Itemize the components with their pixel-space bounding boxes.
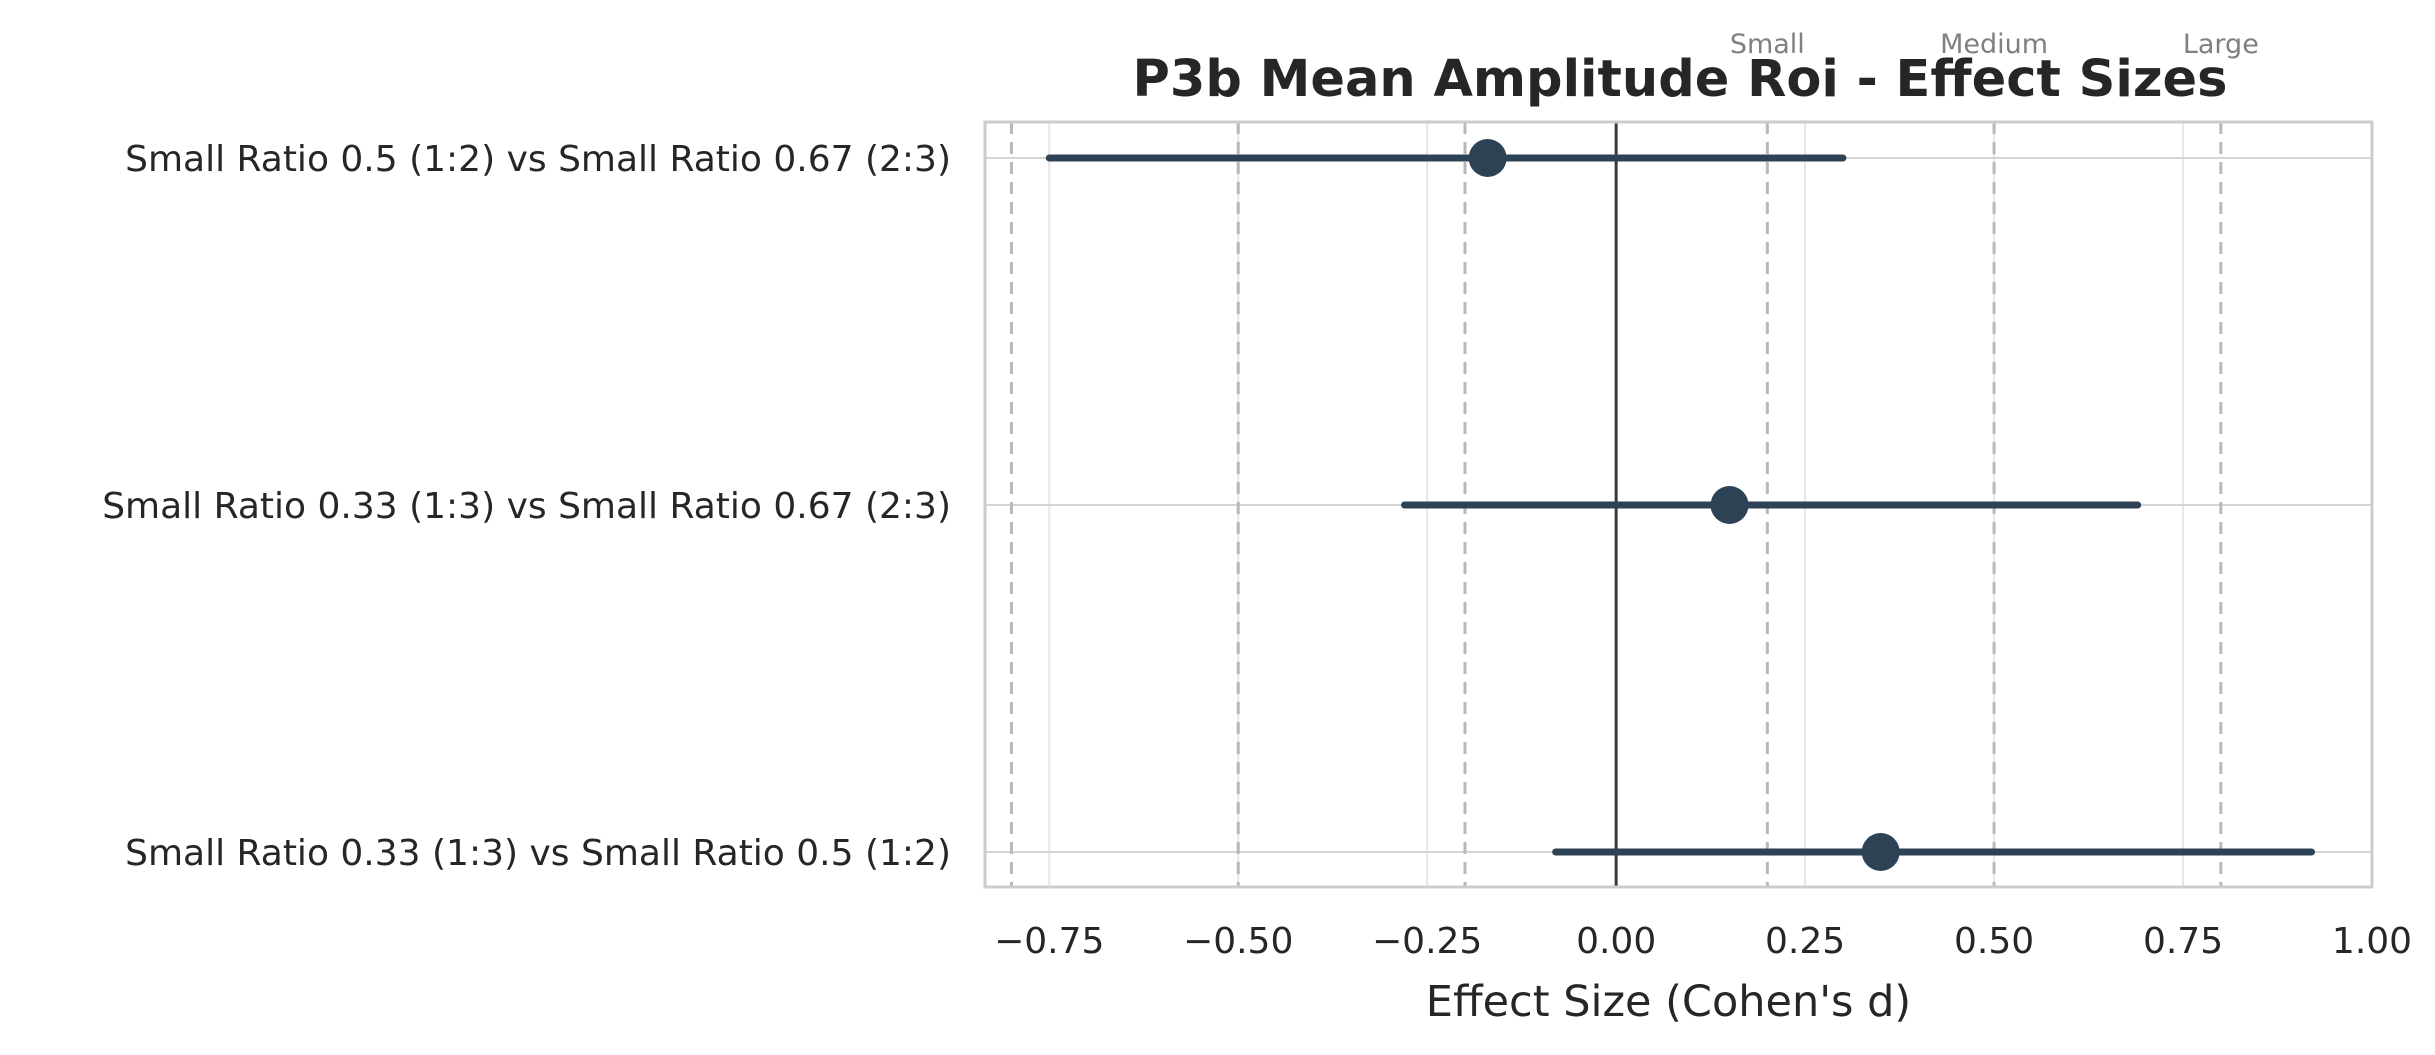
effect-point xyxy=(1468,139,1507,177)
x-tick-label: 0.75 xyxy=(2143,921,2223,962)
effect-point xyxy=(1861,833,1900,871)
x-tick-label: 0.50 xyxy=(1954,921,2034,962)
x-tick-label: −0.50 xyxy=(1183,921,1293,962)
reference-label: Medium xyxy=(1940,29,2048,60)
comparison-label: Small Ratio 0.5 (1:2) vs Small Ratio 0.6… xyxy=(125,139,951,180)
x-tick-label: 1.00 xyxy=(2332,921,2412,962)
x-axis-label: Effect Size (Cohen's d) xyxy=(1426,977,1911,1027)
plot-frame xyxy=(983,120,2374,889)
x-tick-label: 0.00 xyxy=(1576,921,1656,962)
data-layer xyxy=(1045,139,2316,871)
x-tick-labels: −0.75 −0.50 −0.25 0.00 0.25 0.50 0.75 1.00 xyxy=(994,921,2412,962)
x-tick-label: −0.25 xyxy=(1372,921,1482,962)
comparison-label: Small Ratio 0.33 (1:3) vs Small Ratio 0.… xyxy=(102,486,951,527)
x-tick-label: −0.75 xyxy=(994,921,1104,962)
reference-label: Small xyxy=(1730,29,1805,60)
x-tick-label: 0.25 xyxy=(1765,921,1845,962)
chart-title: P3b Mean Amplitude Roi - Effect Sizes xyxy=(1133,50,2228,109)
comparison-label: Small Ratio 0.33 (1:3) vs Small Ratio 0.… xyxy=(125,833,951,874)
reference-label: Large xyxy=(2183,29,2259,60)
y-tick-labels: Small Ratio 0.5 (1:2) vs Small Ratio 0.6… xyxy=(102,139,951,874)
effect-point xyxy=(1710,486,1749,524)
